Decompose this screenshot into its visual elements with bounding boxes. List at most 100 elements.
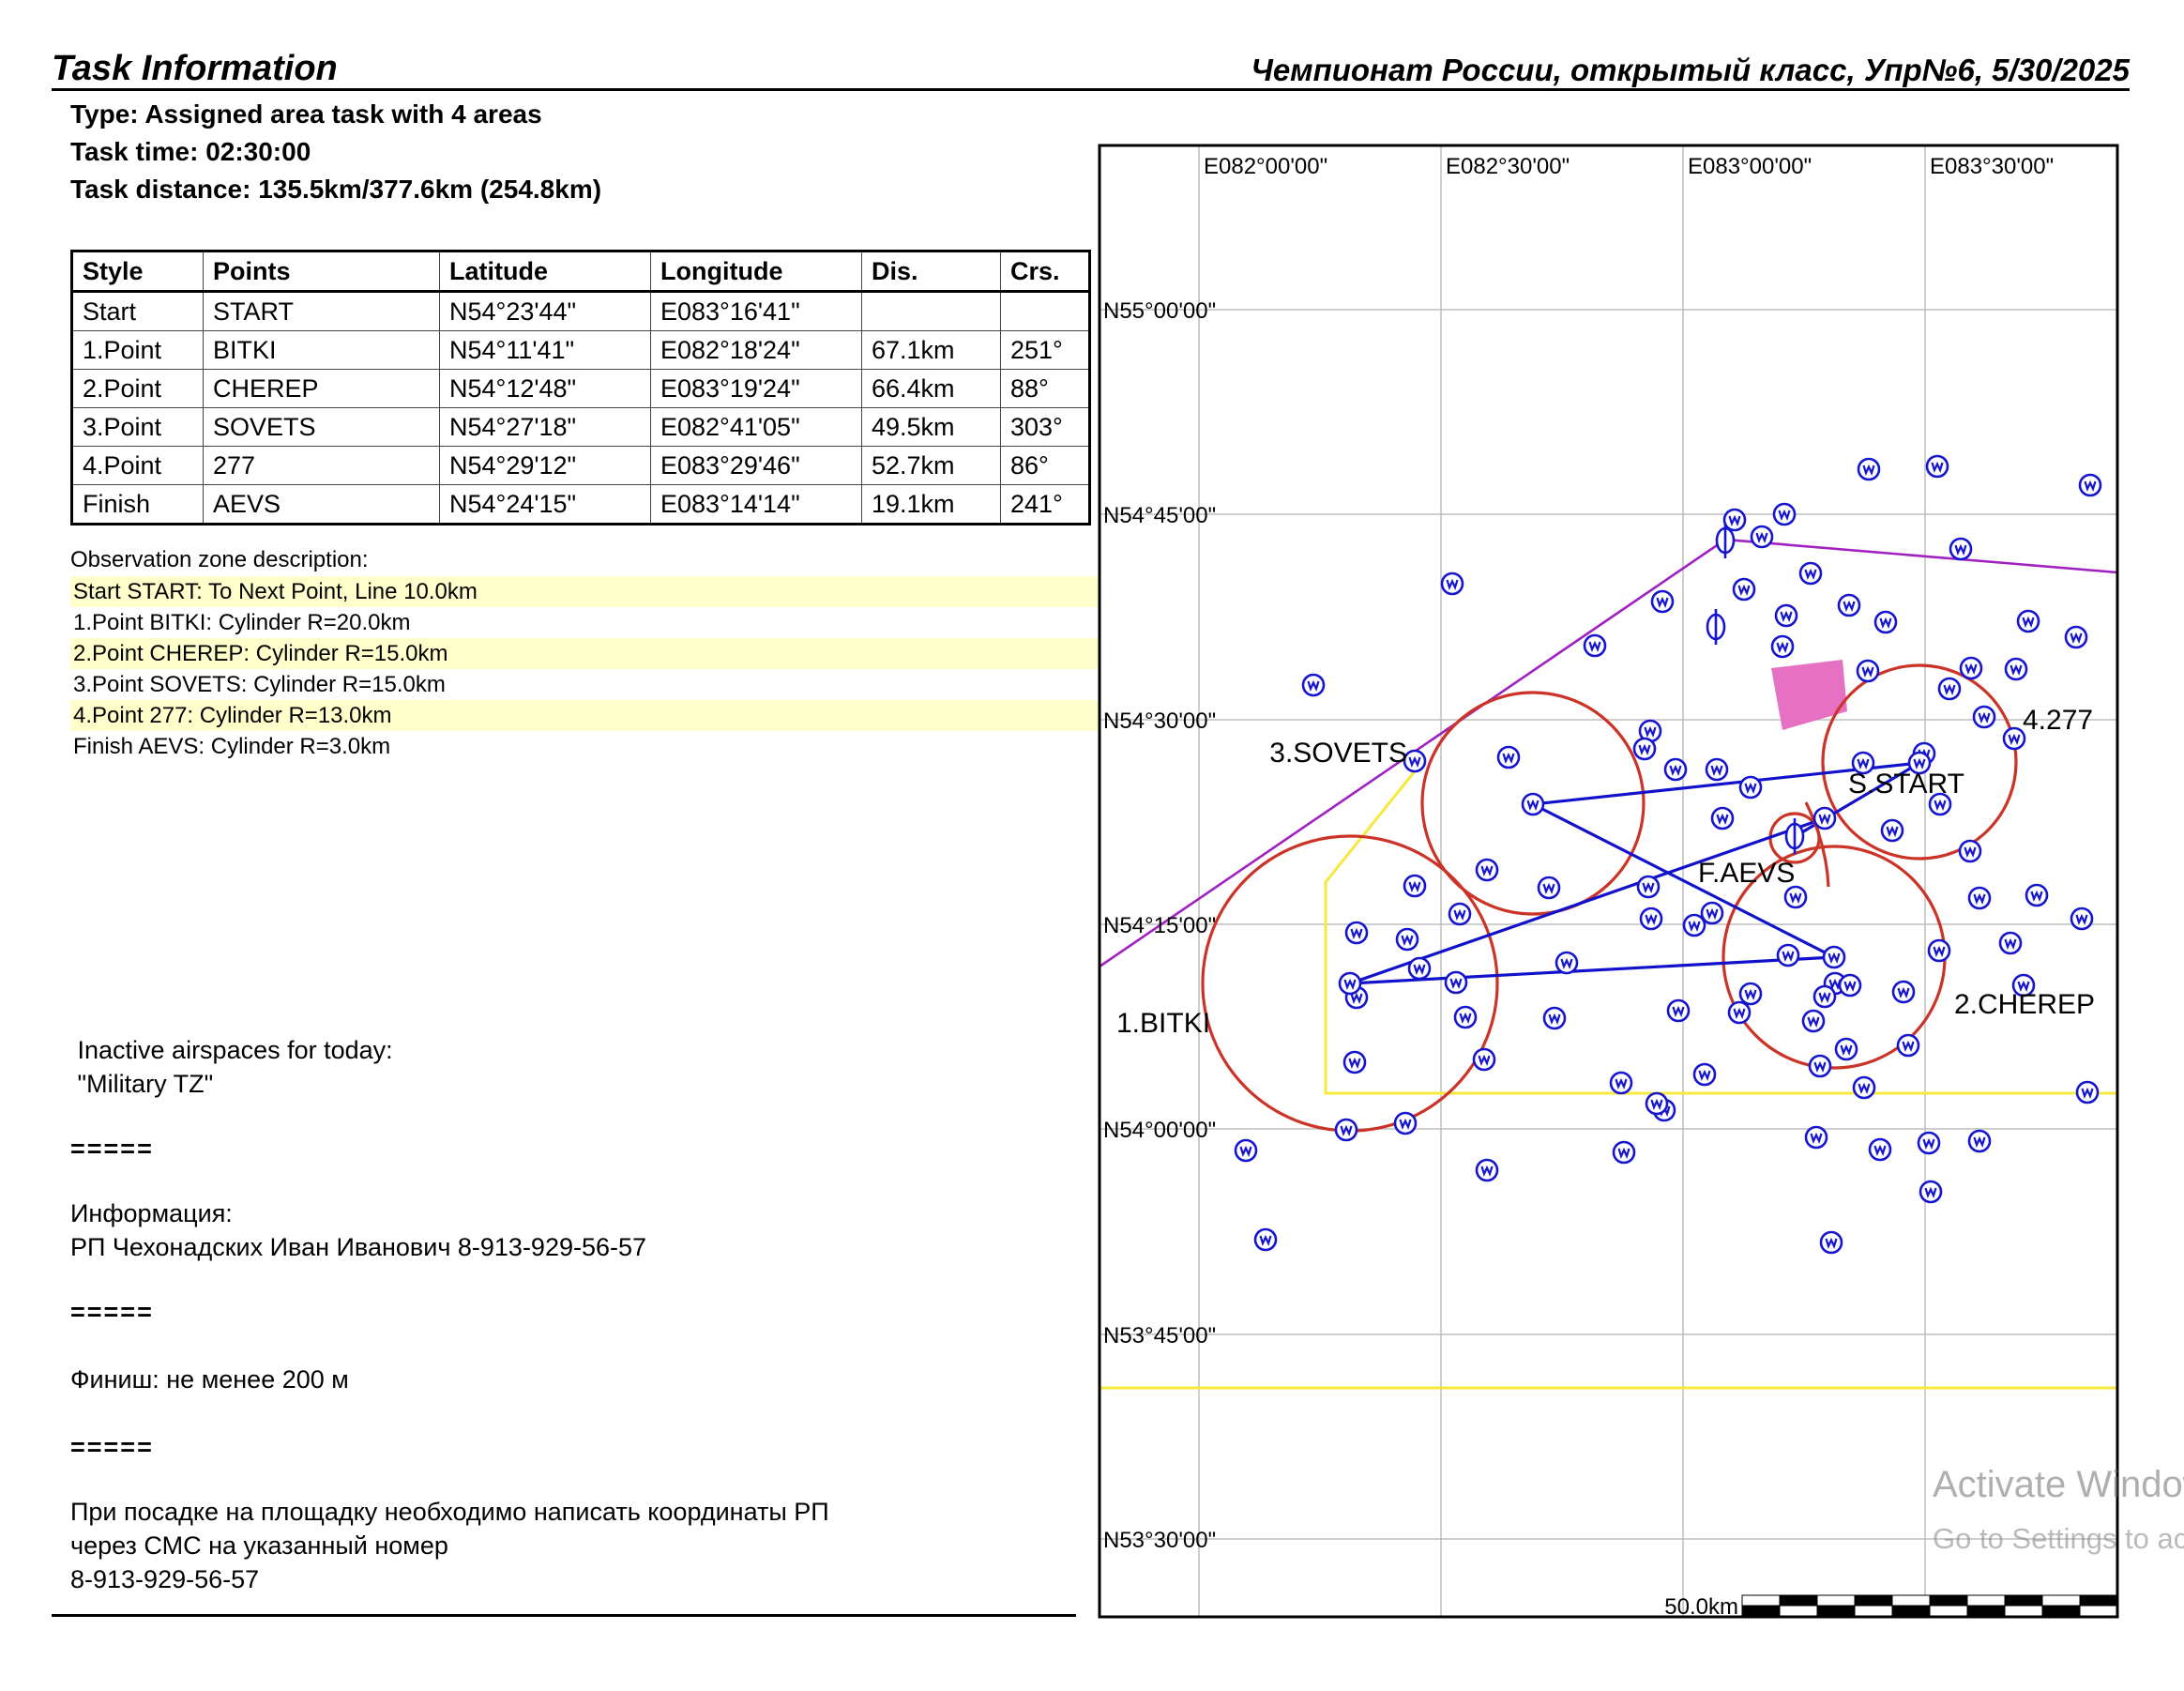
- waypoint-icon: [1949, 537, 1973, 561]
- map-point-label: F.AEVS: [1698, 858, 1795, 889]
- waypoint-icon: [1338, 971, 1362, 996]
- waypoint-icon: [1958, 839, 1982, 863]
- waypoint-icon: [2002, 726, 2026, 751]
- table-cell: Finish: [71, 484, 204, 525]
- waypoint-icon: [1301, 673, 1326, 697]
- separator-line: =====: [70, 1135, 154, 1163]
- note-line: через СМС на указанный номер: [70, 1531, 448, 1560]
- observation-zone-line: 4.Point 277: Cylinder R=13.0km: [70, 700, 1100, 731]
- waypoint-icon: [1873, 610, 1898, 634]
- table-row: 4.Point 277 N54°29'12" E083°29'46" 52.7km 86°: [71, 446, 1090, 485]
- waypoint-icon: [1819, 1230, 1843, 1255]
- map-point-label: 1.BITKI: [1116, 1008, 1210, 1039]
- airspace-boundary-purple: [1099, 538, 2118, 968]
- column-header: Dis.: [861, 251, 1001, 293]
- waypoint-icon: [1812, 984, 1837, 1009]
- task-distance: Task distance: 135.5km/377.6km (254.8km): [70, 175, 602, 204]
- table-cell: 303°: [1000, 407, 1090, 447]
- waypoint-icon: [2016, 609, 2040, 633]
- scale-bar-cell: [2041, 1605, 2081, 1617]
- waypoint-icon: [1959, 656, 1983, 680]
- waypoint-icon: [1472, 1047, 1496, 1072]
- waypoint-icon: [2004, 657, 2028, 681]
- map-point-label: S.START: [1848, 769, 1964, 800]
- waypoint-icon: [2064, 625, 2088, 649]
- waypoint-icon: [1801, 1009, 1826, 1033]
- scale-bar-cell: [2079, 1594, 2118, 1607]
- grid-label-latitude: N53°30'00": [1103, 1528, 1216, 1553]
- waypoint-icon: [1772, 502, 1797, 526]
- table-cell: 66.4km: [861, 369, 1001, 408]
- activate-windows-watermark: Activate Windows: [1933, 1464, 2184, 1505]
- table-cell: 277: [203, 446, 440, 485]
- waypoint-icon: [1750, 525, 1774, 549]
- grid-label-latitude: N55°00'00": [1103, 298, 1216, 324]
- waypoint-icon: [1692, 1062, 1717, 1087]
- note-line: Inactive airspaces for today:: [70, 1036, 393, 1064]
- scale-bar-cell: [1816, 1594, 1856, 1607]
- waypoint-icon: [1440, 571, 1464, 596]
- table-cell: 86°: [1000, 446, 1090, 485]
- task-leg: [1349, 955, 1835, 985]
- waypoint-icon: [1234, 1138, 1258, 1163]
- table-cell: 88°: [1000, 369, 1090, 408]
- waypoint-icon: [1682, 913, 1706, 937]
- note-line: Финиш: не менее 200 м: [70, 1365, 349, 1394]
- table-cell: N54°24'15": [439, 484, 651, 525]
- table-cell: [1000, 291, 1090, 331]
- task-leg: [1532, 802, 1835, 959]
- grid-label-longitude: E082°30'00": [1446, 154, 1570, 179]
- zone-circle-277: [1821, 663, 2018, 861]
- airfield-icon: [1706, 609, 1726, 645]
- waypoint-icon: [1856, 659, 1880, 683]
- waypoint-icon: [1834, 1037, 1858, 1061]
- military-tz-airspace: [1771, 660, 1847, 730]
- waypoint-icon: [1838, 973, 1862, 998]
- table-cell: N54°11'41": [439, 330, 651, 370]
- note-line: 8-913-929-56-57: [70, 1565, 260, 1593]
- scale-bar-cell: [1929, 1605, 1968, 1617]
- observation-heading: Observation zone description:: [70, 547, 369, 572]
- table-cell: 1.Point: [71, 330, 204, 370]
- scale-bar-cell: [1854, 1605, 1893, 1617]
- table-cell: N54°27'18": [439, 407, 651, 447]
- airfield-icon: [1715, 523, 1736, 558]
- waypoint-icon: [1919, 1180, 1943, 1204]
- waypoint-icon: [1808, 1054, 1832, 1078]
- table-row: 3.Point SOVETS N54°27'18" E082°41'05" 49.5km…: [71, 407, 1090, 447]
- waypoint-icon: [1612, 1140, 1636, 1165]
- waypoint-icon: [1344, 921, 1369, 945]
- waypoint-icon: [1774, 603, 1798, 628]
- waypoint-icon: [1738, 982, 1763, 1006]
- page-title: Task Information: [52, 49, 338, 88]
- column-header: Latitude: [439, 251, 651, 293]
- table-cell: 241°: [1000, 484, 1090, 525]
- scale-bar-cell: [1891, 1594, 1931, 1607]
- airspace-boundary-yellow: [1324, 761, 2117, 1095]
- waypoint-icon: [1917, 1131, 1941, 1155]
- scale-bar-cell: [2041, 1594, 2081, 1607]
- zone-circle-sovets: [1420, 691, 1646, 916]
- activate-windows-watermark-sub: Go to Settings to acti: [1933, 1522, 2184, 1555]
- waypoint-icon: [2025, 883, 2049, 907]
- waypoint-icon: [1776, 943, 1800, 967]
- waypoint-icon: [2078, 473, 2102, 497]
- header-subtitle: Чемпионат России, открытый класс, Упр№6,…: [1251, 53, 2130, 87]
- waypoint-icon: [1710, 806, 1735, 830]
- waypoint-icon: [2070, 906, 2094, 931]
- table-cell: AEVS: [203, 484, 440, 525]
- grid-label-latitude: N54°15'00": [1103, 913, 1216, 938]
- waypoint-icon: [1342, 1050, 1367, 1074]
- start-line: [1804, 801, 1830, 888]
- map-border: [1098, 144, 2119, 1619]
- waypoint-icon: [1705, 757, 1729, 782]
- waypoint-icon: [1496, 745, 1521, 769]
- waypoint-icon: [1475, 1158, 1499, 1182]
- waypoint-icon: [1521, 792, 1545, 816]
- waypoint-icon: [1927, 938, 1951, 963]
- table-cell: Start: [71, 291, 204, 331]
- table-cell: 4.Point: [71, 446, 204, 485]
- scale-bar-cell: [1891, 1605, 1931, 1617]
- map-point-label: 2.CHEREP: [1954, 989, 2095, 1020]
- observation-zone-line: 1.Point BITKI: Cylinder R=20.0km: [73, 610, 411, 635]
